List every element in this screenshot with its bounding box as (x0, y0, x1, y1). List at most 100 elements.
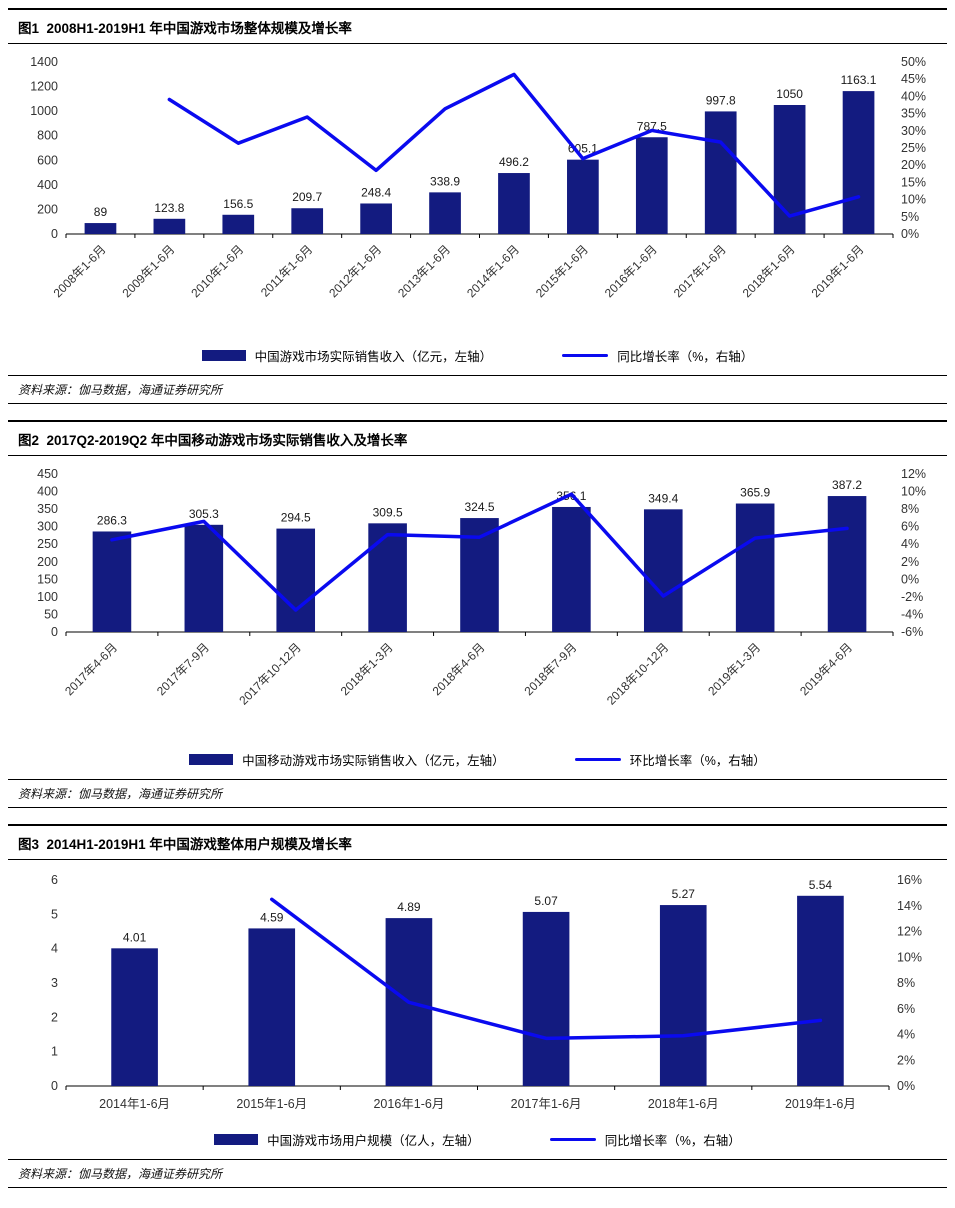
figure-1-title: 图1 2008H1-2019H1 年中国游戏市场整体规模及增长率 (8, 8, 947, 44)
bar (429, 192, 461, 234)
figure-2-canvas: 0 50 100 150 200 250 300 350 400 450 -6% -4% -2% 0% 2%… (37, 467, 926, 708)
right-axis-tick-label: 45% (901, 72, 926, 86)
right-axis-tick-label: 2% (897, 1053, 915, 1067)
right-axis-tick-label: 10% (901, 485, 926, 499)
x-tick-label: 2017年1-6月 (511, 1097, 582, 1111)
figure-3-legend: 中国游戏市场用户规模（亿人，左轴） 同比增长率（%，右轴） (8, 1130, 947, 1159)
bar-value-label: 387.2 (832, 478, 862, 492)
x-tick-label: 2012年1-6月 (326, 242, 384, 300)
left-axis-tick-label: 100 (37, 590, 58, 604)
right-axis-tick-label: 10% (901, 193, 926, 207)
x-tick-label: 2018年4-6月 (430, 640, 488, 698)
legend-item-revenue-bar: 中国游戏市场实际销售收入（亿元，左轴） (201, 346, 492, 365)
x-tick-label: 2018年1-3月 (338, 640, 396, 698)
bar-series-label: 中国游戏市场用户规模（亿人，左轴） (267, 1134, 480, 1148)
figure-3-section: 图3 2014H1-2019H1 年中国游戏整体用户规模及增长率 0 1 2 3 4 5 6… (8, 824, 947, 1188)
figure-1-section: 图1 2008H1-2019H1 年中国游戏市场整体规模及增长率 0 200 400… (8, 8, 947, 404)
growth-rate-line (167, 72, 861, 218)
bar (704, 111, 737, 234)
right-axis-tick-label: 8% (901, 502, 919, 516)
bar-value-label: 5.27 (672, 887, 696, 901)
bar-value-label: 309.5 (373, 505, 403, 519)
bar-series-swatch-icon (214, 1134, 259, 1145)
left-axis-tick-label: 250 (37, 537, 58, 551)
x-tick-label: 2014年1-6月 (99, 1097, 170, 1111)
x-tick-label: 2017年10-12月 (236, 640, 303, 707)
bar-value-label: 787.5 (637, 119, 667, 133)
bar (92, 531, 132, 632)
figure-2-chart: 0 50 100 150 200 250 300 350 400 450 -6% -4% -2% 0% 2%… (8, 456, 947, 750)
figure-3-title: 图3 2014H1-2019H1 年中国游戏整体用户规模及增长率 (8, 824, 947, 860)
x-tick-label: 2018年7-9月 (521, 640, 579, 698)
bar-value-label: 1163.1 (841, 73, 877, 87)
bar-value-label: 156.5 (223, 197, 253, 211)
figure-1-canvas: 0 200 400 600 800 1000 1200 1400 0% 5% 10% 15% 20% 25… (30, 55, 926, 300)
left-axis-tick-label: 600 (37, 153, 58, 167)
bar (735, 503, 775, 632)
legend-item-growth-line: 环比增长率（%，右轴） (574, 750, 766, 769)
bar-value-label: 4.89 (397, 900, 421, 914)
right-axis-tick-label: 12% (897, 925, 922, 939)
left-axis-tick-label: 1200 (30, 80, 58, 94)
right-axis-tick-label: 4% (897, 1028, 915, 1042)
bar-value-label: 4.59 (260, 910, 284, 924)
bar-value-label: 248.4 (361, 185, 391, 199)
line-series-swatch-icon (562, 353, 609, 358)
growth-rate-line (110, 492, 849, 612)
right-axis-tick-label: -2% (901, 590, 923, 604)
right-axis-tick-label: 16% (897, 873, 922, 887)
x-tick-label: 2017年1-6月 (671, 242, 729, 300)
left-axis-tick-label: 350 (37, 502, 58, 516)
right-axis-tick-label: 30% (901, 124, 926, 138)
bar-series-swatch-icon (201, 350, 246, 361)
left-axis-tick-label: 300 (37, 520, 58, 534)
bar-value-label: 324.5 (464, 500, 494, 514)
right-axis-tick-label: 6% (897, 1002, 915, 1016)
line-series-label: 同比增长率（%，右轴） (617, 350, 754, 364)
bar-value-label: 365.9 (740, 486, 770, 500)
bar (291, 208, 324, 234)
bar (552, 506, 591, 632)
x-tick-label: 2019年1-6月 (785, 1097, 856, 1111)
bar (184, 524, 224, 632)
right-axis-tick-label: 10% (897, 950, 922, 964)
left-axis-tick-label: 50 (44, 607, 58, 621)
figure-1-chart: 0 200 400 600 800 1000 1200 1400 0% 5% 10% 15% 20% 25… (8, 44, 947, 346)
bar-value-label: 294.5 (281, 511, 311, 525)
bar (827, 496, 867, 632)
figure-2-title: 图2 2017Q2-2019Q2 年中国移动游戏市场实际销售收入及增长率 (8, 420, 947, 456)
x-tick-label: 2017年7-9月 (154, 640, 212, 698)
x-tick-label: 2015年1-6月 (236, 1097, 307, 1111)
x-tick-label: 2019年1-3月 (705, 640, 763, 698)
bar (842, 91, 875, 234)
x-tick-label: 2018年1-6月 (740, 242, 798, 300)
x-tick-label: 2013年1-6月 (395, 242, 453, 300)
bar (567, 159, 599, 234)
right-axis-tick-label: 4% (901, 537, 919, 551)
bar (84, 223, 117, 234)
bar-value-label: 5.07 (534, 894, 558, 908)
left-axis-tick-label: 450 (37, 467, 58, 481)
right-axis-tick-label: 6% (901, 520, 919, 534)
bar (659, 905, 707, 1086)
right-axis-tick-label: -6% (901, 625, 923, 639)
legend-item-growth-line: 同比增长率（%，右轴） (549, 1130, 741, 1149)
x-tick-label: 2016年1-6月 (602, 242, 660, 300)
left-axis-tick-label: 0 (51, 1079, 58, 1093)
bar (248, 928, 296, 1086)
x-tick-label: 2009年1-6月 (119, 242, 177, 300)
figure-2-legend: 中国移动游戏市场实际销售收入（亿元，左轴） 环比增长率（%，右轴） (8, 750, 947, 779)
left-axis-tick-label: 2 (51, 1010, 58, 1024)
figure-2-section: 图2 2017Q2-2019Q2 年中国移动游戏市场实际销售收入及增长率 0 50… (8, 420, 947, 808)
left-axis-tick-label: 5 (51, 907, 58, 921)
bar-value-label: 338.9 (430, 174, 460, 188)
bar-value-label: 349.4 (648, 491, 678, 505)
left-axis-tick-label: 200 (37, 202, 58, 216)
bar (111, 948, 158, 1086)
left-axis-tick-label: 1400 (30, 55, 58, 69)
left-axis-tick-label: 6 (51, 873, 58, 887)
bar-series-swatch-icon (189, 754, 234, 765)
right-axis-tick-label: 15% (901, 175, 926, 189)
figure-1-source: 资料来源：伽马数据，海通证券研究所 (8, 375, 947, 404)
bar-value-label: 209.7 (292, 190, 322, 204)
